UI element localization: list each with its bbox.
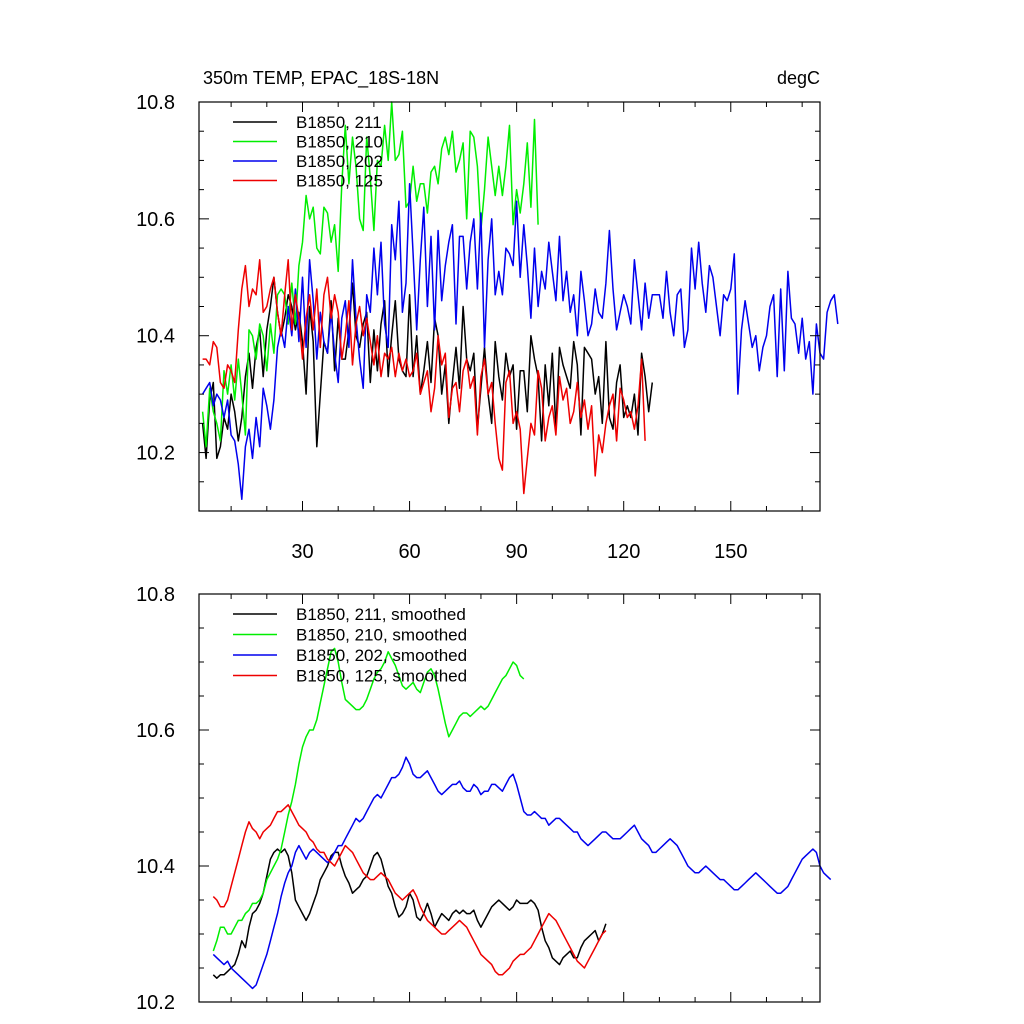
series-line-3 bbox=[201, 183, 839, 501]
x-tick-label-60: 60 bbox=[398, 541, 420, 563]
y-tick-label-10.4: 10.4 bbox=[136, 326, 175, 348]
y-tick-label-10.2: 10.2 bbox=[136, 443, 175, 465]
top-panel: 350m TEMP, EPAC_18S-18N degC 10.2 10.4 10.… bbox=[136, 68, 839, 563]
series-line-4 bbox=[212, 804, 607, 976]
legend-label-4: B1850, 125, smoothed bbox=[296, 667, 467, 686]
y-tick-label-10.8: 10.8 bbox=[136, 584, 175, 606]
legend-label-1: B1850, 211 bbox=[296, 113, 382, 132]
y-tick-label-10.6: 10.6 bbox=[136, 209, 175, 231]
legend-label-3: B1850, 202, smoothed bbox=[296, 646, 467, 665]
x-tick-label-120: 120 bbox=[607, 541, 640, 563]
series-line-4 bbox=[202, 259, 646, 495]
legend: B1850, 211, smoothed B1850, 210, smoothed… bbox=[233, 605, 467, 686]
y-tick-label-10.6: 10.6 bbox=[136, 720, 175, 742]
series-line-2 bbox=[212, 647, 525, 952]
legend-label-3: B1850, 202 bbox=[296, 152, 383, 171]
series-line-2 bbox=[201, 101, 539, 448]
legend-label-2: B1850, 210 bbox=[296, 133, 383, 152]
y-tick-label-10.2: 10.2 bbox=[136, 992, 175, 1014]
legend-label-4: B1850, 125 bbox=[296, 172, 383, 191]
chart-title-left: 350m TEMP, EPAC_18S-18N bbox=[203, 68, 439, 89]
y-tick-label-10.8: 10.8 bbox=[136, 92, 175, 114]
series-line-3 bbox=[212, 756, 832, 990]
x-tick-label-90: 90 bbox=[506, 541, 528, 563]
legend-label-1: B1850, 211, smoothed bbox=[296, 605, 466, 624]
x-tick-label-30: 30 bbox=[291, 541, 313, 563]
chart-title-right: degC bbox=[777, 68, 820, 88]
legend-label-2: B1850, 210, smoothed bbox=[296, 626, 467, 645]
y-tick-label-10.4: 10.4 bbox=[136, 856, 175, 878]
x-tick-label-150: 150 bbox=[714, 541, 747, 563]
